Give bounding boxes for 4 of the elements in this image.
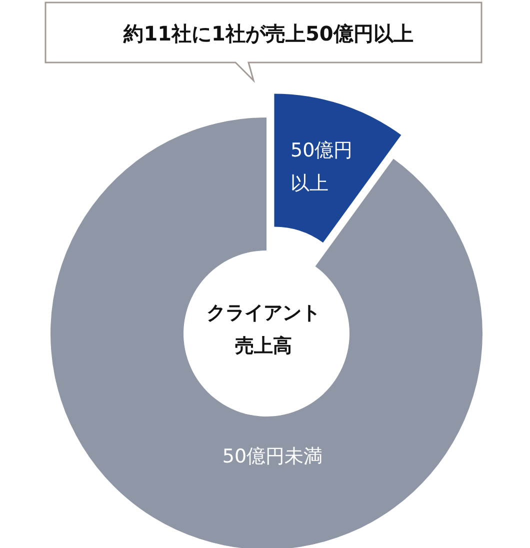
text: 約11社に1社が売上50億円以上 xyxy=(122,22,414,46)
text: クライアント売上高 xyxy=(206,302,320,357)
slice-label: 50億円未満 xyxy=(222,446,323,468)
slice-label: 50億円以上 xyxy=(290,140,353,195)
